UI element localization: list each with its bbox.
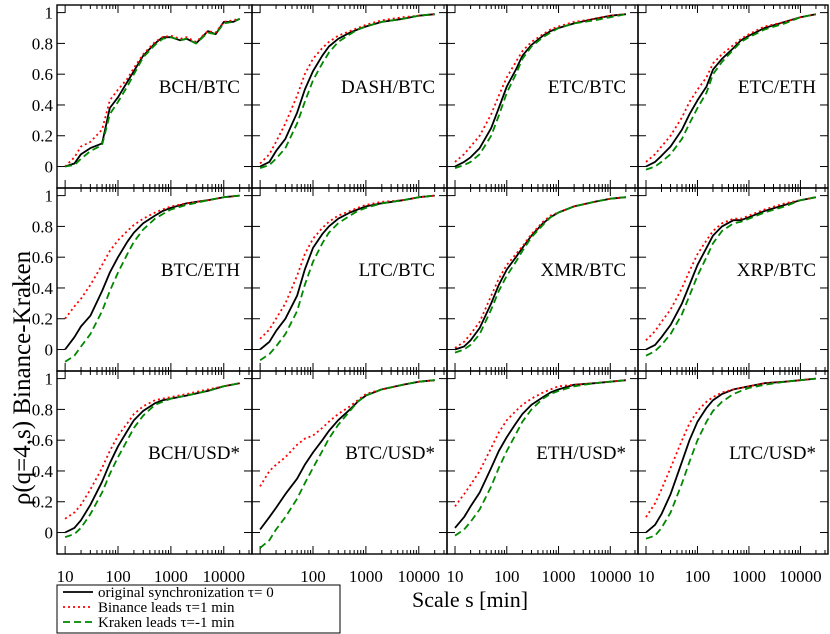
panel-etc-btc: ETC/BTC	[446, 4, 639, 189]
panel-label: LTC/BTC	[359, 260, 435, 281]
series-line	[454, 379, 626, 507]
panel-label: XMR/BTC	[540, 260, 626, 281]
series-line	[64, 17, 241, 168]
panel-label: BCH/USD*	[148, 443, 240, 464]
legend-label: Kraken leads τ=-1 min	[98, 615, 235, 631]
y-tick-label: 1	[45, 4, 54, 23]
x-tick-labels: 10 100 1000 10000 100 1000 10000 10 100 1000 10000…	[57, 567, 822, 586]
x-tick-label: 10000	[779, 567, 822, 586]
panel-btc-eth: 0 0.2 0.4 0.6 0.8 1 BTC/ETH	[32, 187, 253, 372]
y-tick-label: 0.4	[32, 462, 54, 481]
panel-eth-usd-: ETH/USD*	[446, 370, 639, 555]
panel-etc-eth: ETC/ETH	[637, 4, 829, 189]
series-line	[64, 382, 240, 520]
y-tick-label: 0	[45, 524, 54, 543]
x-tick-label: 10	[57, 567, 74, 586]
series-line	[259, 13, 435, 165]
y-tick-label: 1	[45, 187, 54, 206]
y-tick-label: 0.6	[32, 65, 53, 84]
series-line	[645, 13, 817, 163]
y-tick-label: 0	[45, 158, 54, 177]
series-line	[259, 379, 435, 549]
panels-layer: 0 0.2 0.4 0.6 0.8 1 BCH/BTC DASH/BTC ETC/BTC ETC/…	[32, 4, 829, 586]
x-tick-label: 100	[300, 567, 326, 586]
x-tick-label: 1000	[349, 567, 383, 586]
y-tick-label: 0.4	[32, 279, 54, 298]
panel-label: ETH/USD*	[536, 443, 626, 464]
series-line	[645, 196, 817, 357]
series-line	[259, 13, 435, 169]
series-line	[64, 194, 240, 363]
x-tick-label: 10000	[398, 567, 441, 586]
x-tick-label: 1000	[732, 567, 766, 586]
y-tick-label: 0.6	[32, 431, 53, 450]
series-line	[454, 13, 626, 163]
panel-dash-btc: DASH/BTC	[251, 4, 448, 189]
series-line	[645, 196, 817, 351]
x-tick-label: 100	[685, 567, 711, 586]
panel-bch-usd-: 0 0.2 0.4 0.6 0.8 1 BCH/USD*	[32, 370, 253, 555]
y-axis-label: ρ(q=4,s) Binance-Kraken	[9, 250, 36, 505]
panel-ltc-btc: LTC/BTC	[251, 187, 448, 372]
x-tick-label: 1000	[542, 567, 576, 586]
panel-label: ETC/BTC	[548, 77, 626, 98]
y-tick-label: 0.6	[32, 248, 53, 267]
series-line	[64, 194, 240, 320]
series-line	[454, 379, 626, 537]
series-line	[645, 13, 817, 168]
series-line	[454, 196, 626, 354]
y-tick-label: 1	[45, 370, 54, 389]
panel-label: DASH/BTC	[341, 77, 435, 98]
series-line	[64, 17, 240, 168]
x-tick-label: 100	[494, 567, 520, 586]
series-line	[259, 194, 435, 362]
y-tick-label: 0.8	[32, 400, 53, 419]
x-tick-label: 100	[105, 567, 131, 586]
legend-label: original synchronization τ= 0	[98, 585, 274, 601]
y-tick-label: 0	[45, 341, 54, 360]
panel-xrp-btc: XRP/BTC	[637, 187, 829, 372]
x-tick-label: 10000	[589, 567, 632, 586]
panel-label: BTC/USD*	[345, 443, 435, 464]
series-line	[454, 196, 626, 349]
series-line	[645, 13, 817, 171]
panel-btc-usd-: BTC/USD*	[251, 370, 448, 555]
series-line	[259, 379, 435, 487]
series-line	[259, 194, 435, 340]
panel-ltc-usd-: LTC/USD*	[637, 370, 829, 555]
panel-bch-btc: 0 0.2 0.4 0.6 0.8 1 BCH/BTC	[32, 4, 253, 189]
y-tick-label: 0.2	[32, 127, 53, 146]
series-line	[645, 377, 816, 534]
x-axis-label: Scale s [min]	[412, 587, 528, 612]
legend-label: Binance leads τ=1 min	[98, 600, 235, 616]
series-line	[64, 382, 240, 538]
panel-label: BCH/BTC	[159, 77, 240, 98]
panel-label: ETC/ETH	[738, 77, 816, 98]
legend-box	[56, 584, 341, 634]
x-tick-label: 10	[637, 567, 654, 586]
panel-label: LTC/USD*	[729, 443, 816, 464]
y-tick-label: 0.2	[32, 310, 53, 329]
panel-label: BTC/ETH	[161, 260, 240, 281]
series-line	[645, 377, 816, 540]
y-tick-label: 0.8	[32, 34, 53, 53]
x-tick-label: 10000	[203, 567, 246, 586]
y-tick-label: 0.4	[32, 96, 54, 115]
y-tick-label: 0.8	[32, 217, 53, 236]
series-line	[259, 13, 435, 168]
series-line	[259, 194, 435, 351]
panel-xmr-btc: XMR/BTC	[446, 187, 639, 372]
x-tick-label: 1000	[154, 567, 188, 586]
x-tick-label: 10	[447, 567, 464, 586]
panel-label: XRP/BTC	[737, 260, 816, 281]
y-tick-label: 0.2	[32, 493, 53, 512]
series-line	[454, 13, 627, 169]
